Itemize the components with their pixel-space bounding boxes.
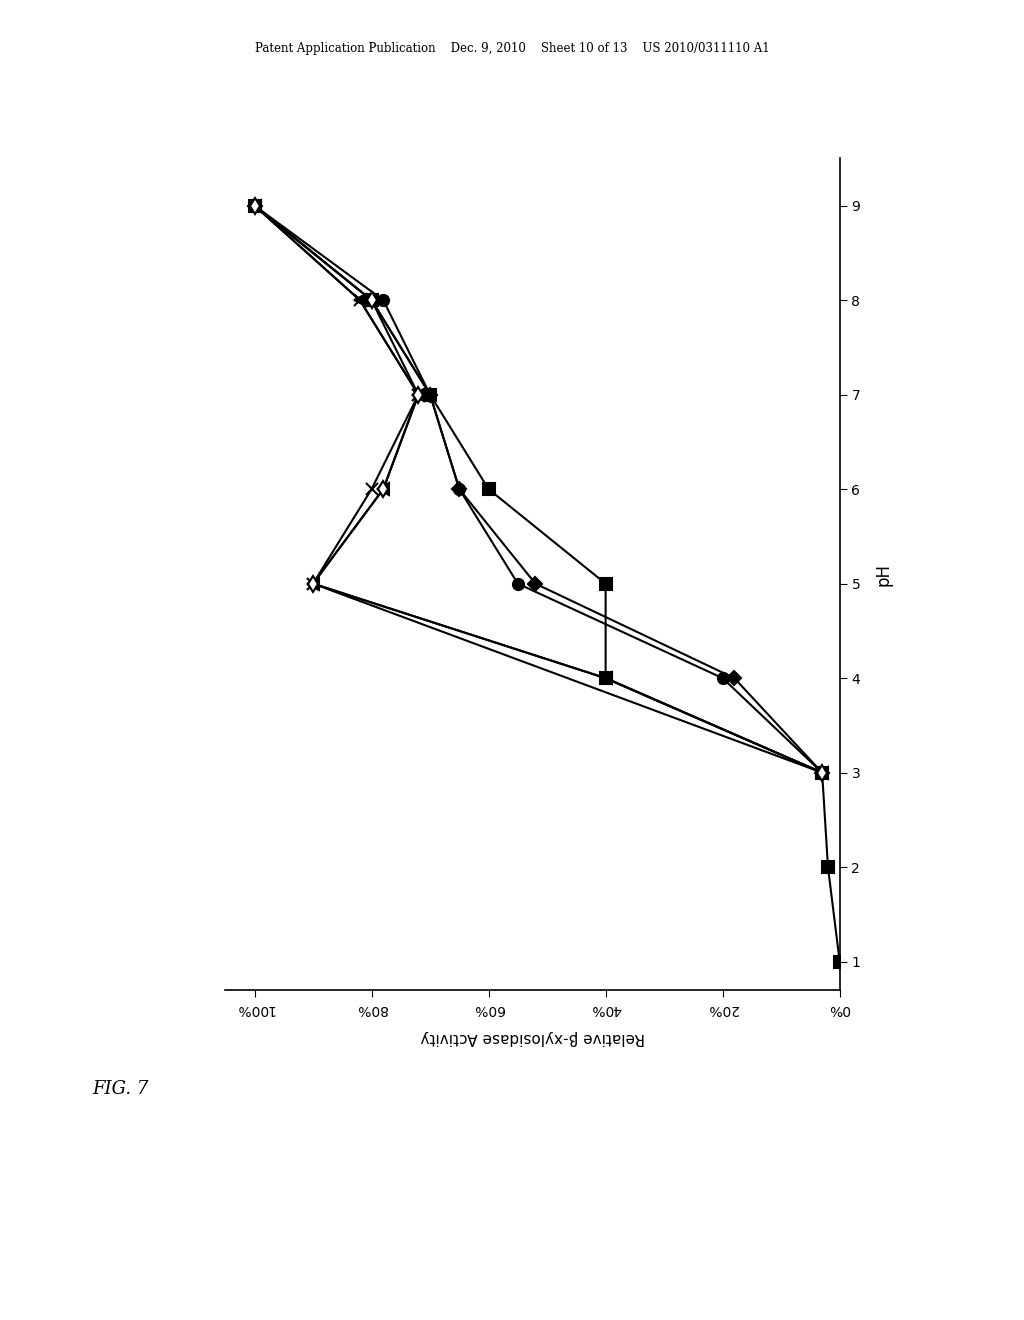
X-axis label: Relative β-xylosidase Activity: Relative β-xylosidase Activity (420, 1030, 645, 1044)
Y-axis label: pH: pH (874, 562, 892, 586)
Text: Patent Application Publication    Dec. 9, 2010    Sheet 10 of 13    US 2010/0311: Patent Application Publication Dec. 9, 2… (255, 42, 769, 55)
Text: FIG. 7: FIG. 7 (92, 1080, 148, 1098)
